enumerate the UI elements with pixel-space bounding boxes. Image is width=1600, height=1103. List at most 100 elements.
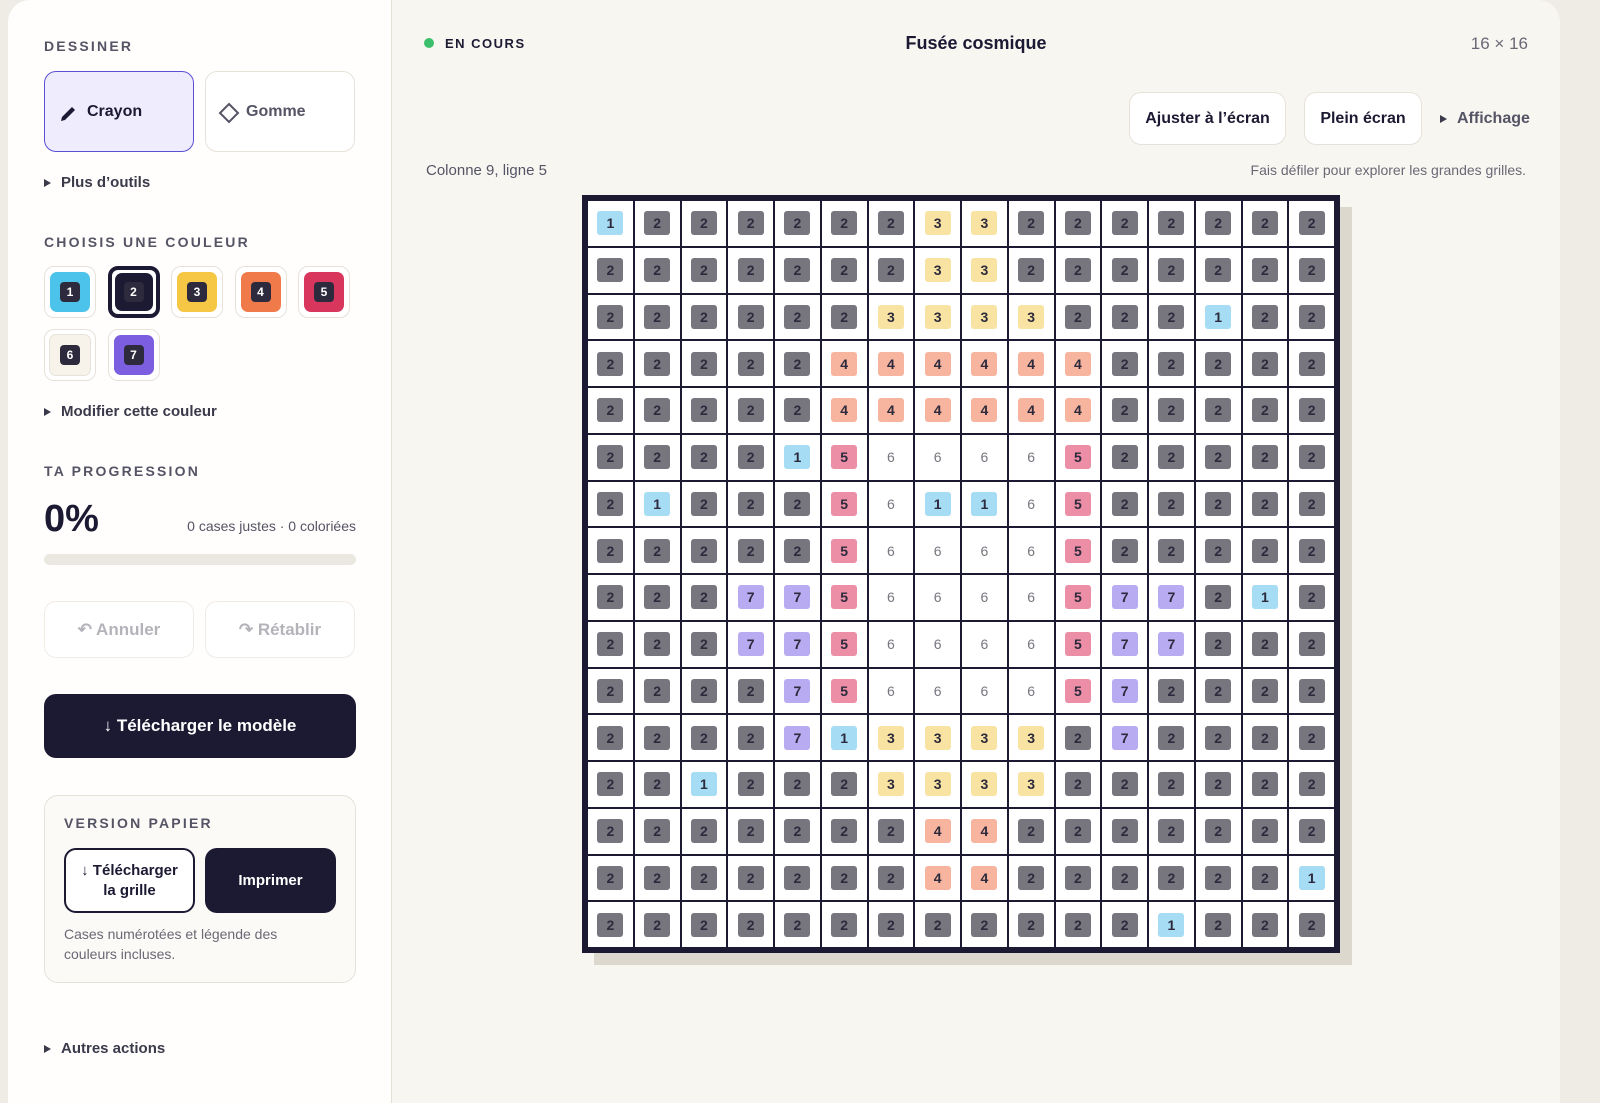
- grid-cell[interactable]: 1: [962, 481, 1007, 527]
- grid-cell[interactable]: 1: [915, 481, 960, 527]
- grid-cell[interactable]: 2: [1242, 715, 1288, 760]
- grid-cell[interactable]: 4: [915, 855, 960, 901]
- grid-cell[interactable]: 2: [634, 715, 680, 760]
- grid-cell[interactable]: 2: [1195, 575, 1241, 620]
- grid-cell[interactable]: 2: [634, 247, 680, 293]
- grid-cell[interactable]: 5: [821, 621, 867, 667]
- grid-cell[interactable]: 2: [1149, 481, 1194, 527]
- grid-cell[interactable]: 2: [681, 247, 727, 293]
- grid-cell[interactable]: 2: [681, 715, 727, 760]
- grid-cell[interactable]: 1: [634, 481, 680, 527]
- grid-cell[interactable]: 2: [728, 434, 773, 480]
- grid-cell[interactable]: 2: [1289, 341, 1334, 386]
- grid-cell[interactable]: 2: [681, 808, 727, 854]
- pencil-button[interactable]: Crayon: [44, 71, 194, 152]
- grid-cell[interactable]: 2: [1289, 434, 1334, 480]
- grid-cell[interactable]: 6: [868, 434, 914, 480]
- grid-cell[interactable]: 4: [962, 855, 1007, 901]
- grid-cell[interactable]: 2: [634, 902, 680, 947]
- display-toggle[interactable]: Affichage: [1440, 110, 1530, 128]
- grid-cell[interactable]: 3: [962, 762, 1007, 807]
- grid-cell[interactable]: 2: [1289, 201, 1334, 246]
- grid-cell[interactable]: 4: [868, 341, 914, 386]
- grid-cell[interactable]: 2: [1195, 668, 1241, 714]
- grid-cell[interactable]: 2: [1102, 388, 1147, 433]
- color-swatch[interactable]: 2: [107, 266, 160, 318]
- grid-cell[interactable]: 2: [634, 855, 680, 901]
- grid-cell[interactable]: 2: [681, 575, 727, 620]
- grid-cell[interactable]: 5: [821, 528, 867, 573]
- grid-cell[interactable]: 2: [1242, 621, 1288, 667]
- grid-cell[interactable]: 2: [681, 481, 727, 527]
- grid-cell[interactable]: 2: [1102, 201, 1147, 246]
- grid-cell[interactable]: 2: [775, 902, 820, 947]
- grid-cell[interactable]: 2: [681, 341, 727, 386]
- grid-cell[interactable]: 2: [1195, 808, 1241, 854]
- grid-cell[interactable]: 6: [962, 434, 1007, 480]
- grid-cell[interactable]: 2: [1289, 388, 1334, 433]
- grid-cell[interactable]: 2: [1149, 388, 1194, 433]
- grid-cell[interactable]: 3: [962, 715, 1007, 760]
- grid-cell[interactable]: 3: [962, 294, 1007, 340]
- grid-cell[interactable]: 2: [1242, 201, 1288, 246]
- grid-cell[interactable]: 2: [634, 388, 680, 433]
- grid-cell[interactable]: 2: [1149, 201, 1194, 246]
- grid-cell[interactable]: 2: [728, 902, 773, 947]
- grid-cell[interactable]: 2: [1289, 528, 1334, 573]
- grid-cell[interactable]: 2: [1242, 388, 1288, 433]
- grid-cell[interactable]: 2: [1149, 294, 1194, 340]
- grid-cell[interactable]: 2: [962, 902, 1007, 947]
- grid-cell[interactable]: 2: [775, 855, 820, 901]
- grid-cell[interactable]: 2: [1289, 247, 1334, 293]
- grid-cell[interactable]: 2: [588, 434, 633, 480]
- grid-cell[interactable]: 6: [915, 434, 960, 480]
- grid-cell[interactable]: 7: [1102, 715, 1147, 760]
- grid-cell[interactable]: 3: [868, 762, 914, 807]
- grid-cell[interactable]: 2: [1149, 341, 1194, 386]
- grid-cell[interactable]: 1: [1242, 575, 1288, 620]
- grid-cell[interactable]: 5: [1055, 481, 1101, 527]
- grid-cell[interactable]: 1: [588, 201, 633, 246]
- grid-cell[interactable]: 2: [775, 341, 820, 386]
- grid-cell[interactable]: 2: [868, 247, 914, 293]
- grid-cell[interactable]: 2: [1195, 201, 1241, 246]
- grid-cell[interactable]: 5: [1055, 528, 1101, 573]
- grid-cell[interactable]: 2: [1195, 621, 1241, 667]
- grid-cell[interactable]: 6: [1008, 481, 1054, 527]
- grid-cell[interactable]: 2: [588, 715, 633, 760]
- grid-cell[interactable]: 2: [588, 341, 633, 386]
- grid-cell[interactable]: 2: [1149, 247, 1194, 293]
- grid-cell[interactable]: 6: [915, 575, 960, 620]
- grid-cell[interactable]: 4: [821, 341, 867, 386]
- grid-cell[interactable]: 6: [868, 621, 914, 667]
- grid-cell[interactable]: 2: [634, 294, 680, 340]
- grid-cell[interactable]: 2: [728, 294, 773, 340]
- grid-cell[interactable]: 1: [681, 762, 727, 807]
- grid-cell[interactable]: 2: [775, 294, 820, 340]
- grid-cell[interactable]: 6: [962, 528, 1007, 573]
- grid-cell[interactable]: 2: [728, 481, 773, 527]
- grid-cell[interactable]: 1: [821, 715, 867, 760]
- grid-cell[interactable]: 2: [1195, 762, 1241, 807]
- grid-cell[interactable]: 6: [1008, 575, 1054, 620]
- grid-cell[interactable]: 2: [821, 201, 867, 246]
- grid-cell[interactable]: 2: [1055, 808, 1101, 854]
- grid-cell[interactable]: 2: [1195, 434, 1241, 480]
- grid-cell[interactable]: 4: [868, 388, 914, 433]
- grid-cell[interactable]: 2: [1242, 294, 1288, 340]
- grid-cell[interactable]: 5: [821, 481, 867, 527]
- grid-cell[interactable]: 3: [1008, 762, 1054, 807]
- grid-cell[interactable]: 7: [728, 621, 773, 667]
- grid-cell[interactable]: 2: [1242, 481, 1288, 527]
- grid-cell[interactable]: 2: [728, 668, 773, 714]
- grid-cell[interactable]: 2: [1242, 668, 1288, 714]
- grid-cell[interactable]: 2: [1195, 715, 1241, 760]
- grid-cell[interactable]: 6: [1008, 434, 1054, 480]
- grid-cell[interactable]: 2: [634, 808, 680, 854]
- grid-cell[interactable]: 2: [1242, 762, 1288, 807]
- grid-cell[interactable]: 2: [775, 528, 820, 573]
- grid-cell[interactable]: 2: [588, 575, 633, 620]
- grid-cell[interactable]: 7: [775, 715, 820, 760]
- grid-cell[interactable]: 2: [868, 808, 914, 854]
- grid-cell[interactable]: 3: [868, 715, 914, 760]
